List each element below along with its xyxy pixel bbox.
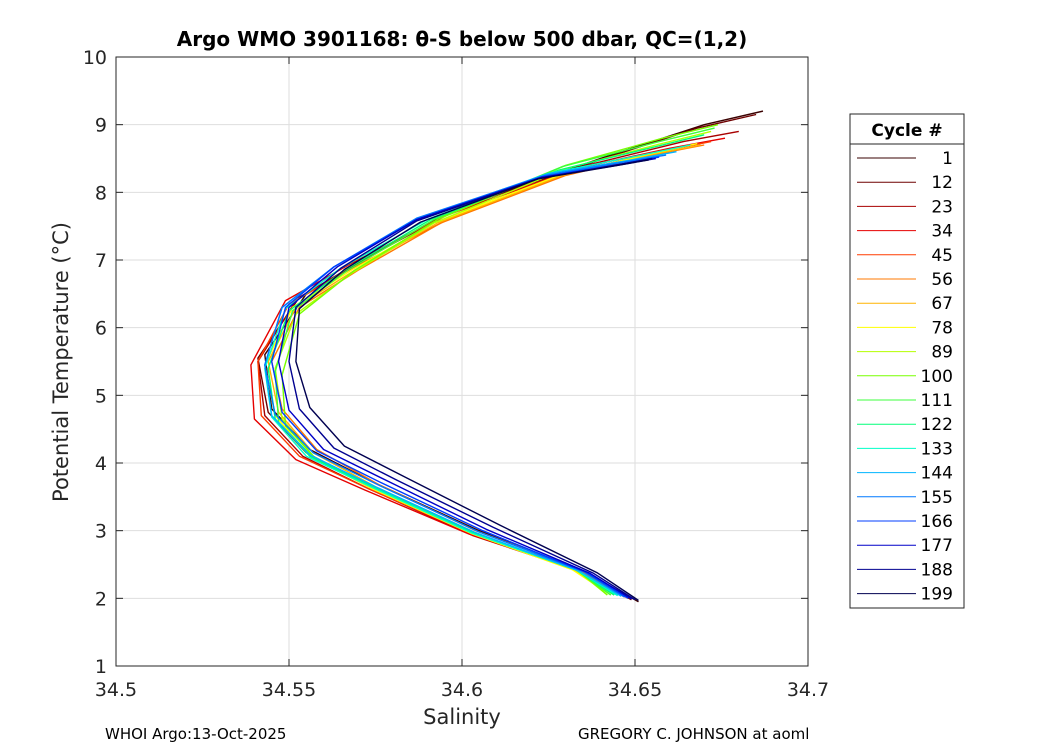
y-tick-label: 1: [95, 656, 107, 678]
legend-label-cycle-166: 166: [921, 512, 953, 532]
series-lines: [250, 110, 764, 603]
legend-label-cycle-133: 133: [921, 439, 953, 459]
footer-left: WHOI Argo:13-Oct-2025: [105, 725, 287, 743]
series-line-cycle-177: [277, 157, 656, 600]
y-axis-label: Potential Temperature (°C): [49, 222, 73, 502]
y-tick-label: 7: [95, 250, 107, 272]
y-tick-label: 5: [95, 385, 107, 407]
x-tick-label: 34.6: [441, 679, 483, 701]
y-tick-label: 10: [83, 47, 107, 69]
y-tick-label: 3: [95, 521, 107, 543]
legend-label-cycle-56: 56: [931, 270, 953, 290]
legend: Cycle # 1 12 23 34 45 56 67 78 89 100 111 122 133 144…: [849, 113, 965, 609]
legend-label-cycle-89: 89: [931, 343, 953, 363]
x-tick-label: 34.5: [95, 679, 137, 701]
x-axis-label: Salinity: [423, 705, 501, 729]
legend-label-cycle-67: 67: [931, 294, 953, 314]
legend-label-cycle-34: 34: [931, 222, 953, 242]
legend-label-cycle-23: 23: [931, 197, 953, 217]
chart-title: Argo WMO 3901168: θ-S below 500 dbar, QC…: [177, 27, 747, 51]
series-line-cycle-155: [264, 154, 667, 598]
x-tick-label: 34.7: [787, 679, 829, 701]
legend-label-cycle-144: 144: [921, 464, 953, 484]
legend-label-cycle-199: 199: [921, 585, 953, 605]
y-tick-label: 4: [95, 453, 107, 475]
footer-right: GREGORY C. JOHNSON at aoml: [578, 725, 810, 743]
legend-label-cycle-45: 45: [931, 246, 953, 266]
x-tick-label: 34.55: [262, 679, 316, 701]
legend-label-cycle-78: 78: [931, 318, 953, 338]
legend-box: [849, 113, 965, 609]
y-tick-label: 6: [95, 318, 107, 340]
legend-label-cycle-188: 188: [921, 560, 953, 580]
y-tick-label: 8: [95, 182, 107, 204]
y-tick-label: 9: [95, 115, 107, 137]
legend-label-cycle-100: 100: [921, 367, 953, 387]
legend-label-cycle-1: 1: [942, 149, 953, 169]
legend-label-cycle-12: 12: [931, 173, 953, 193]
y-tick-label: 2: [95, 588, 107, 610]
series-line-cycle-1: [264, 110, 764, 603]
axis-ticks: 34.5 34.55 34.6 34.65 34.7 1 2 3 4 5 6 7 8 9 10: [83, 47, 829, 701]
legend-label-cycle-122: 122: [921, 415, 953, 435]
series-line-cycle-199: [295, 159, 649, 601]
legend-title: Cycle #: [871, 121, 942, 141]
legend-label-cycle-155: 155: [921, 488, 953, 508]
x-tick-label: 34.65: [608, 679, 662, 701]
legend-label-cycle-177: 177: [921, 536, 953, 556]
legend-label-cycle-111: 111: [921, 391, 953, 411]
